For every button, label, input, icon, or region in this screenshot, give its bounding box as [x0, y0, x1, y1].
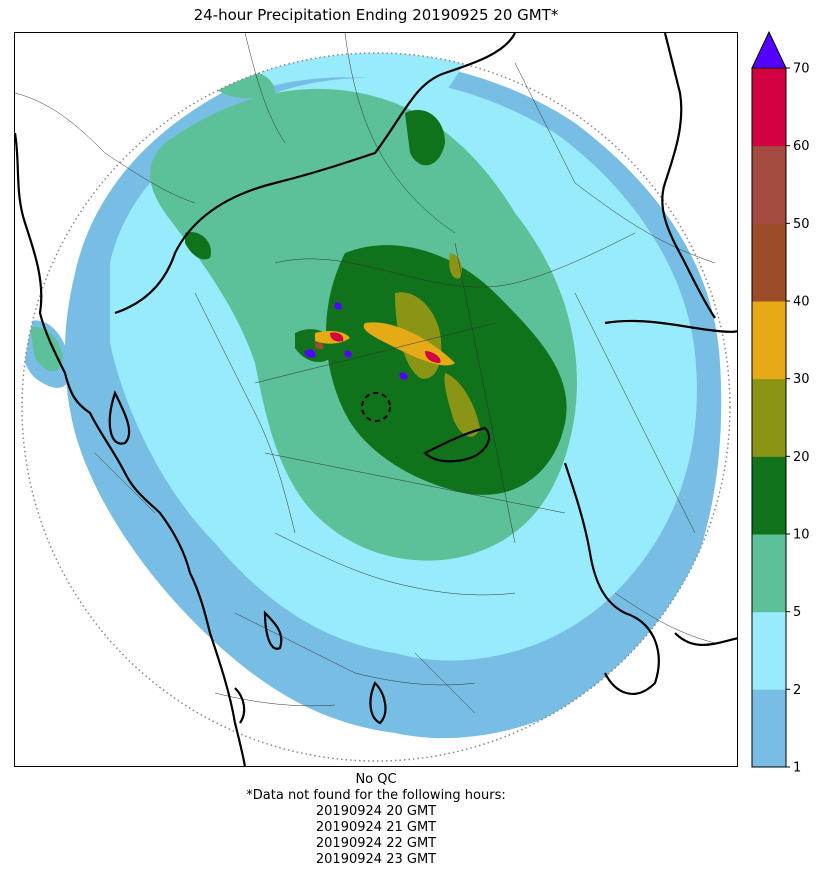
missing-hour: 20190924 23 GMT: [315, 852, 437, 867]
colorbar-segment: [752, 689, 786, 768]
qc-status: No QC: [355, 772, 397, 787]
colorbar-tick-label: 60: [793, 139, 810, 154]
colorbar-segment: [752, 301, 786, 380]
colorbar-segment: [752, 456, 786, 535]
colorbar-tick-label: 5: [793, 605, 801, 620]
colorbar-segment: [752, 534, 786, 613]
colorbar-tick-label: 70: [793, 62, 810, 77]
colorbar-tick-label: 40: [793, 295, 810, 310]
range-ring: [21, 52, 731, 762]
colorbar-segment: [752, 611, 786, 690]
radar-site-marker: [361, 392, 391, 422]
colorbar-segment: [752, 145, 786, 224]
map-caption: No QC *Data not found for the following …: [0, 772, 752, 868]
missing-data-note: *Data not found for the following hours:: [246, 788, 506, 803]
colorbar-segment: [752, 378, 786, 457]
precipitation-field: [22, 53, 722, 739]
colorbar-tick-label: 1: [793, 761, 801, 774]
colorbar-tick-label: 30: [793, 372, 810, 387]
precipitation-map-graphic: [15, 33, 737, 766]
missing-hour: 20190924 22 GMT: [315, 836, 437, 851]
colorbar-extend-max: [751, 30, 787, 69]
colorbar-outline: [751, 67, 787, 768]
colorbar-segment: [752, 68, 786, 147]
radar-map[interactable]: [14, 32, 738, 767]
missing-hour: 20190924 20 GMT: [315, 804, 437, 819]
colorbar: 1 2 5 10 20 30 40 50 60 70: [751, 30, 810, 774]
colorbar-segment: [752, 223, 786, 302]
map-title: 24-hour Precipitation Ending 20190925 20…: [193, 6, 559, 24]
colorbar-tick-label: 20: [793, 450, 810, 465]
missing-hour: 20190924 21 GMT: [315, 820, 437, 835]
colorbar-tick-label: 10: [793, 528, 810, 543]
colorbar-tick-label: 2: [793, 683, 801, 698]
state-boundaries: [15, 33, 737, 766]
colorbar-tick-label: 50: [793, 217, 810, 232]
district-boundaries: [15, 33, 716, 714]
